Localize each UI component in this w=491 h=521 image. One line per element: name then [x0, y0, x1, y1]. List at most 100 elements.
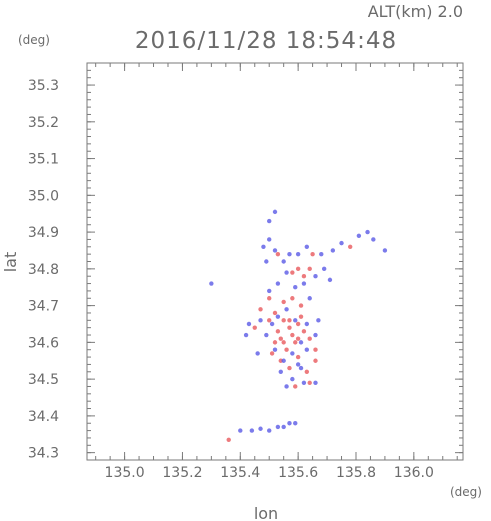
data-point-blue — [267, 288, 272, 294]
data-point-blue — [246, 321, 252, 327]
data-point-red — [287, 318, 292, 323]
data-point-red — [310, 251, 315, 257]
y-axis-ticks: 34.3 34.4 34.5 34.6 34.7 34.8 34.9 35.0 35.1 35.2… — [28, 78, 463, 462]
data-point-red — [295, 321, 301, 327]
data-point-red — [284, 347, 289, 352]
data-point-blue — [382, 248, 388, 253]
y-tick-label: 34.3 — [28, 446, 59, 462]
data-point-red — [293, 340, 298, 345]
data-point-blue — [298, 365, 304, 371]
data-point-red — [290, 332, 295, 338]
x-tick-label: 135.0 — [105, 465, 145, 481]
data-point-blue — [287, 421, 292, 426]
minor-ticks — [87, 62, 463, 461]
x-axis-label: lon — [254, 504, 278, 521]
data-point-red — [313, 347, 318, 352]
data-point-blue — [304, 347, 310, 352]
data-point-blue — [264, 259, 269, 264]
data-point-blue — [290, 351, 295, 356]
data-point-blue — [281, 424, 286, 430]
data-point-blue — [261, 244, 266, 249]
data-point-blue — [298, 340, 304, 345]
chart-title: 2016/11/28 18:54:48 — [135, 28, 397, 54]
data-point-blue — [275, 281, 281, 286]
x-tick-label: 136.0 — [394, 465, 434, 481]
data-point-red — [287, 325, 292, 330]
data-point-red — [307, 336, 312, 341]
data-point-red — [301, 329, 307, 334]
data-point-blue — [313, 380, 318, 386]
data-point-blue — [269, 321, 275, 327]
y-tick-label: 34.7 — [28, 299, 59, 315]
data-point-red — [258, 307, 263, 312]
data-point-blue — [295, 251, 301, 257]
data-point-red — [269, 351, 275, 356]
data-point-blue — [267, 428, 272, 433]
data-point-red — [295, 354, 301, 360]
y-tick-label: 34.6 — [28, 335, 59, 351]
data-point-blue — [281, 259, 286, 264]
data-point-blue — [313, 274, 318, 279]
data-point-red — [304, 369, 310, 374]
y-unit-label: (deg) — [18, 33, 50, 47]
data-point-blue — [313, 332, 318, 338]
data-point-blue — [258, 318, 263, 323]
data-point-blue — [284, 307, 289, 312]
data-point-red — [226, 437, 231, 442]
data-point-red — [290, 270, 295, 275]
y-tick-label: 34.4 — [28, 409, 59, 425]
y-tick-label: 34.5 — [28, 372, 59, 388]
data-point-blue — [287, 251, 292, 257]
data-point-red — [307, 266, 312, 272]
data-point-red — [295, 336, 301, 341]
data-point-red — [295, 266, 301, 272]
data-point-red — [301, 274, 307, 279]
data-point-blue — [301, 281, 307, 286]
plot-border — [86, 62, 464, 461]
data-point-red — [281, 318, 286, 323]
data-point-blue — [293, 318, 298, 323]
y-tick-label: 35.2 — [28, 115, 59, 131]
data-point-blue — [209, 281, 214, 286]
data-point-red — [298, 303, 304, 308]
data-point-blue — [293, 421, 298, 426]
data-point-red — [275, 329, 281, 334]
x-axis-ticks: 135.0 135.2 135.4 135.6 135.8 136.0 — [105, 63, 434, 481]
y-tick-label: 35.1 — [28, 152, 59, 168]
data-point-blue — [281, 358, 286, 363]
x-tick-label: 135.4 — [220, 465, 260, 481]
data-point-blue — [371, 237, 376, 242]
data-point-red — [307, 380, 312, 386]
data-point-blue — [327, 277, 333, 283]
data-point-blue — [264, 332, 269, 338]
data-point-blue — [272, 347, 278, 352]
data-point-blue — [278, 369, 283, 374]
data-point-blue — [365, 229, 370, 235]
data-point-blue — [293, 285, 298, 290]
data-point-blue — [267, 218, 272, 224]
data-point-red — [281, 299, 286, 305]
data-point-red — [281, 340, 286, 345]
data-point-blue — [339, 240, 344, 246]
y-tick-label: 35.3 — [28, 78, 59, 94]
data-point-red — [275, 251, 281, 257]
data-point-blue — [267, 237, 272, 242]
y-tick-label: 34.8 — [28, 262, 59, 278]
data-point-blue — [255, 351, 260, 356]
y-axis-label: lat — [1, 252, 20, 273]
data-point-blue — [356, 233, 362, 238]
data-point-blue — [330, 248, 336, 253]
data-point-blue — [321, 266, 327, 272]
data-point-blue — [307, 296, 312, 301]
x-tick-label: 135.6 — [278, 465, 318, 481]
y-tick-label: 35.0 — [28, 188, 59, 204]
data-point-red — [267, 318, 272, 323]
data-point-red — [313, 358, 318, 363]
data-point-red — [267, 296, 272, 301]
data-point-blue — [301, 380, 307, 386]
data-point-blue — [272, 248, 278, 253]
data-point-blue — [290, 376, 295, 382]
data-point-blue — [295, 362, 301, 367]
data-point-red — [290, 296, 295, 301]
